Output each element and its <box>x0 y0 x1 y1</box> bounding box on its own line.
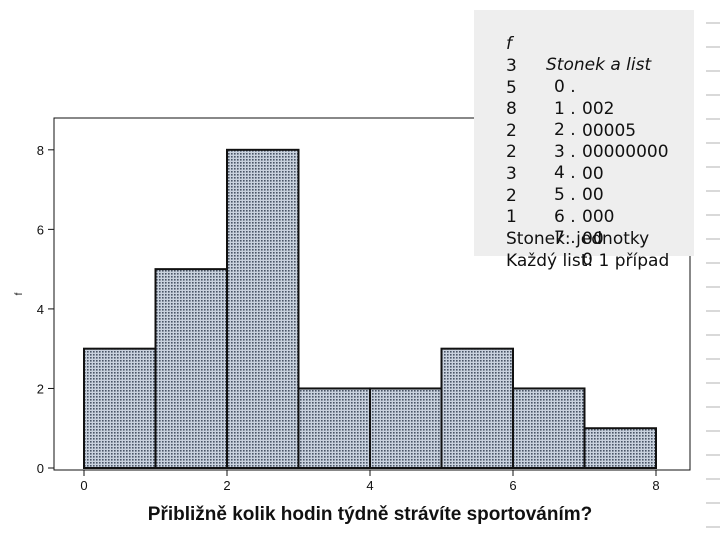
row-frequency: 5 <box>506 77 517 98</box>
x-tick-label: 6 <box>509 478 516 493</box>
histogram-bar <box>440 347 514 470</box>
leaf-note: Každý list: 1 případ <box>474 229 694 271</box>
histogram-bar <box>583 427 657 469</box>
stem-leaf-row: 1 7 . 0 <box>474 185 694 270</box>
stem-leaf-row: 2 4 . 00 <box>474 120 694 205</box>
x-tick-label: 2 <box>223 478 230 493</box>
row-stem: 3 . <box>554 142 576 163</box>
stem-leaf-header-title: Stonek a list <box>546 55 652 76</box>
stem-leaf-header-f: f <box>506 33 512 54</box>
stem-and-leaf-panel: f Stonek a list 3 0 . 002 5 1 . 00005 8 … <box>474 10 694 271</box>
row-stem: 7 . <box>554 228 576 249</box>
y-tick-label: 4 <box>37 302 44 317</box>
row-stem: 5 . <box>554 185 576 206</box>
stem-leaf-row: 5 1 . 00005 <box>474 56 694 141</box>
y-tick-label: 0 <box>37 461 44 476</box>
row-stem: 0 . <box>554 77 576 98</box>
row-leaf: 00 <box>582 228 604 249</box>
stem-leaf-row: 2 6 . 00 <box>474 164 694 249</box>
stem-leaf-row: 3 0 . 002 <box>474 34 694 119</box>
row-leaf: 00 <box>582 184 604 205</box>
y-tick-label: 8 <box>37 143 44 158</box>
stem-leaf-row: 2 3 . 00 <box>474 99 694 184</box>
row-frequency: 3 <box>506 55 517 76</box>
slide-edge-decoration <box>706 0 720 540</box>
row-leaf: 0 <box>582 249 593 270</box>
row-frequency: 3 <box>506 163 517 184</box>
stem-leaf-row: 8 2 . 00000000 <box>474 77 694 162</box>
y-tick-label: 6 <box>37 222 44 237</box>
row-leaf: 000 <box>582 206 615 227</box>
row-frequency: 2 <box>506 185 517 206</box>
x-tick-label: 8 <box>652 478 659 493</box>
chart-title: Přibližně kolik hodin týdně strávíte spo… <box>147 504 593 525</box>
histogram-bar <box>83 347 157 470</box>
y-axis-label: f <box>14 292 25 295</box>
stem-note: Stonek: jednotky <box>474 207 694 249</box>
row-stem: 6 . <box>554 207 576 228</box>
x-tick-label: 4 <box>366 478 373 493</box>
y-tick-label: 2 <box>37 381 44 396</box>
row-frequency: 2 <box>506 120 517 141</box>
stem-leaf-row: 3 5 . 000 <box>474 142 694 227</box>
row-leaf: 00 <box>582 163 604 184</box>
stem-note-text: Stonek: jednotky <box>506 228 650 249</box>
row-leaf: 00005 <box>582 120 637 141</box>
row-stem: 2 . <box>554 120 576 141</box>
row-frequency: 8 <box>506 98 517 119</box>
histogram-bar <box>297 387 371 470</box>
x-tick-label: 0 <box>80 478 87 493</box>
leaf-note-text: Každý list: 1 případ <box>506 250 670 271</box>
row-frequency: 1 <box>506 206 517 227</box>
row-leaf: 002 <box>582 98 615 119</box>
histogram-bar <box>226 148 300 469</box>
row-stem: 4 . <box>554 163 576 184</box>
row-leaf: 00000000 <box>582 141 669 162</box>
histogram-bar <box>154 268 228 469</box>
stem-leaf-header: f Stonek a list <box>474 12 694 76</box>
histogram-bar <box>512 387 586 470</box>
histogram-bar <box>369 387 443 470</box>
row-frequency: 2 <box>506 141 517 162</box>
row-stem: 1 . <box>554 99 576 120</box>
